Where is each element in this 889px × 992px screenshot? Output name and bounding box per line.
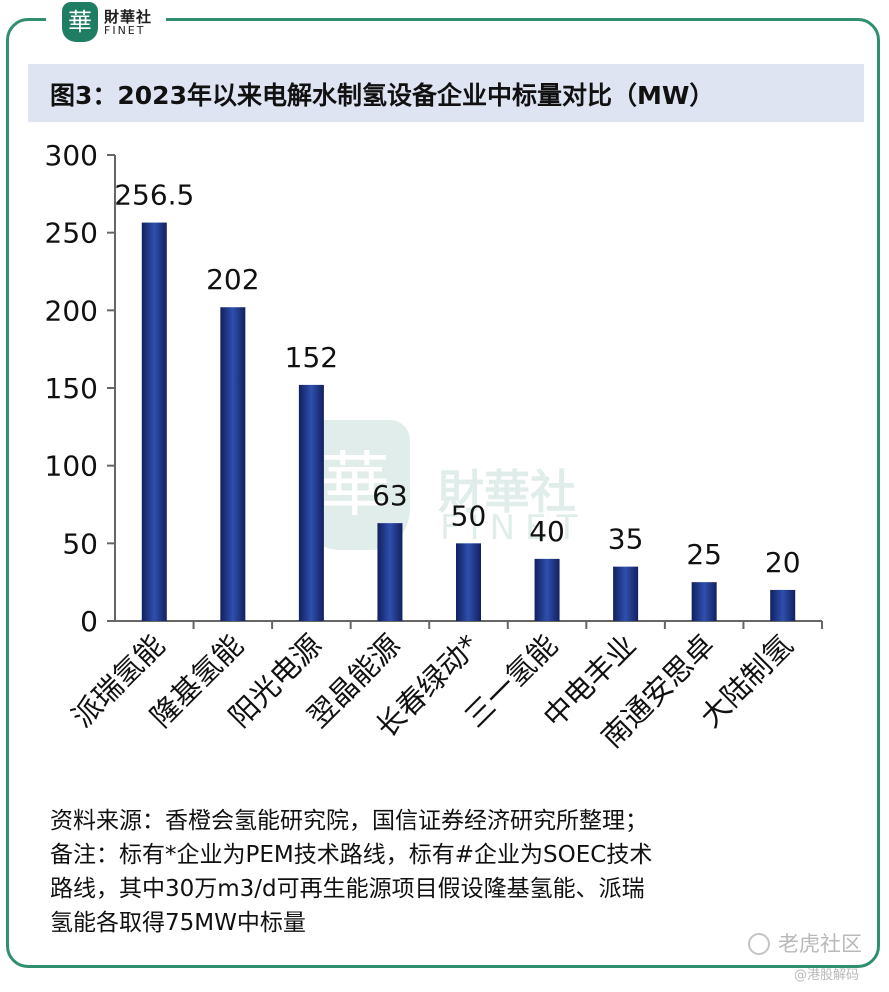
figure-frame xyxy=(6,18,880,968)
bar xyxy=(456,543,481,621)
y-tick-label: 50 xyxy=(62,527,98,560)
tiger-community-watermark: 老虎社区 xyxy=(748,928,862,958)
source-notes: 资料来源：香橙会氢能研究院，国信证券经济研究所整理； 备注：标有*企业为PEM技… xyxy=(50,804,830,940)
y-tick-label: 100 xyxy=(45,450,98,483)
bar xyxy=(613,566,639,621)
bar-value-label: 63 xyxy=(372,479,408,512)
bar xyxy=(298,384,324,621)
author-handle-watermark: @港股解码 xyxy=(794,968,860,983)
bar-value-label: 40 xyxy=(529,515,565,548)
bar xyxy=(220,307,246,621)
bar xyxy=(691,582,717,621)
finet-logo-name-cn: 財華社 xyxy=(104,8,153,26)
bar xyxy=(770,589,796,621)
finet-logo-mark: 華 xyxy=(62,2,98,42)
bar-value-label: 256.5 xyxy=(114,179,194,212)
tiger-community-text: 老虎社区 xyxy=(778,932,862,956)
source-note-line: 路线，其中30万m3/d可再生能源项目假设隆基氢能、派瑞 xyxy=(50,876,645,902)
chart-title: 图3：2023年以来电解水制氢设备企业中标量对比（MW） xyxy=(50,81,715,110)
y-tick-label: 300 xyxy=(45,139,98,172)
finet-logo-name-en: FINET xyxy=(104,24,146,37)
bar-value-label: 25 xyxy=(686,538,722,571)
bar-value-label: 50 xyxy=(451,499,487,532)
finet-logo: 華 財華社 FINET xyxy=(46,0,166,44)
bar-value-label: 20 xyxy=(765,546,801,579)
bar xyxy=(141,222,167,621)
y-tick-label: 0 xyxy=(80,605,98,638)
source-note-line: 氢能各取得75MW中标量 xyxy=(50,910,306,936)
bar-value-label: 35 xyxy=(608,523,644,556)
bar xyxy=(534,558,560,621)
y-tick-label: 150 xyxy=(45,372,98,405)
source-note-line: 资料来源：香橙会氢能研究院，国信证券经济研究所整理； xyxy=(50,808,648,834)
y-tick-label: 250 xyxy=(45,217,98,250)
tiger-community-icon xyxy=(748,933,770,955)
chart-title-bar: 图3：2023年以来电解水制氢设备企业中标量对比（MW） xyxy=(28,64,864,122)
bar-value-label: 202 xyxy=(206,263,259,296)
source-note-line: 备注：标有*企业为PEM技术路线，标有#企业为SOEC技术 xyxy=(50,842,653,868)
bar-value-label: 152 xyxy=(285,341,338,374)
bar xyxy=(377,523,403,621)
y-tick-label: 200 xyxy=(45,294,98,327)
